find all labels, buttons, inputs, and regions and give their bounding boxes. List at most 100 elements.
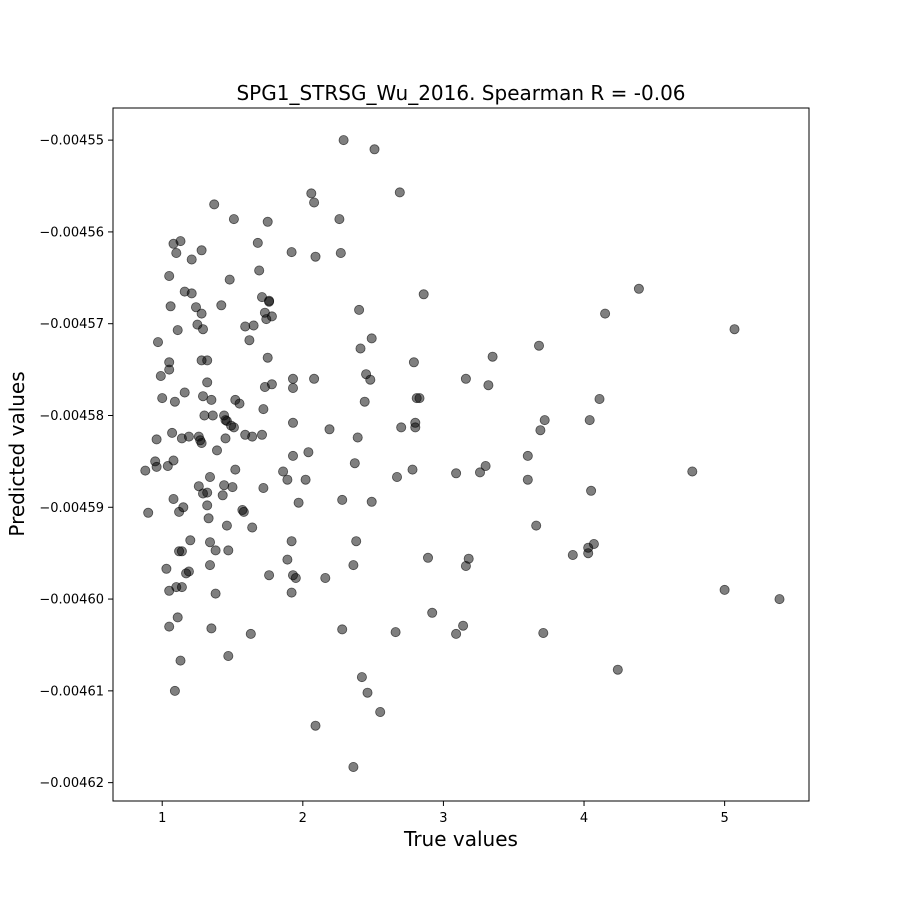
data-point <box>176 582 187 593</box>
data-point <box>729 324 740 335</box>
data-point <box>247 522 258 533</box>
data-point <box>206 394 217 405</box>
data-point <box>483 380 494 391</box>
chart-title: SPG1_STRSG_Wu_2016. Spearman R = -0.06 <box>236 81 685 105</box>
y-tick-label: −0.00459 <box>39 501 104 516</box>
data-point <box>202 500 213 511</box>
data-point <box>164 585 175 596</box>
data-point <box>258 404 269 415</box>
data-point <box>262 352 273 363</box>
data-point <box>422 552 433 563</box>
data-point <box>162 460 173 471</box>
data-point <box>286 536 297 547</box>
data-point <box>338 135 349 146</box>
data-point <box>171 247 182 258</box>
data-points <box>140 135 785 773</box>
data-point <box>410 422 421 433</box>
data-point <box>204 471 215 482</box>
data-point <box>186 288 197 299</box>
data-point <box>480 460 491 471</box>
data-point <box>202 355 213 366</box>
data-point <box>531 520 542 531</box>
data-point <box>224 274 235 285</box>
data-point <box>369 144 380 155</box>
data-point <box>209 199 220 210</box>
data-point <box>221 520 232 531</box>
data-point <box>418 289 429 300</box>
data-point <box>567 550 578 561</box>
data-point <box>359 396 370 407</box>
data-point <box>407 464 418 475</box>
data-point <box>161 563 172 574</box>
data-point <box>258 482 269 493</box>
data-point <box>282 554 293 565</box>
y-tick-label: −0.00461 <box>39 684 104 699</box>
data-point <box>199 410 210 421</box>
data-point <box>247 431 258 442</box>
data-point <box>179 387 190 398</box>
data-point <box>157 393 168 404</box>
x-tick-label: 1 <box>158 811 166 826</box>
data-point <box>287 382 298 393</box>
data-point <box>210 588 221 599</box>
data-point <box>219 480 230 491</box>
data-point <box>538 628 549 639</box>
data-point <box>196 437 207 448</box>
data-point <box>228 422 239 433</box>
data-point <box>534 340 545 351</box>
data-point <box>352 432 363 443</box>
data-point <box>474 467 485 478</box>
data-point <box>287 373 298 384</box>
data-point <box>167 427 178 438</box>
data-point <box>266 311 277 322</box>
data-point <box>320 573 331 584</box>
data-point <box>584 415 595 426</box>
data-point <box>337 494 348 505</box>
data-point <box>248 320 259 331</box>
data-point <box>349 458 360 469</box>
data-point <box>354 304 365 315</box>
data-point <box>204 560 215 571</box>
data-point <box>181 568 192 579</box>
data-point <box>391 471 402 482</box>
data-point <box>155 370 166 381</box>
data-point <box>324 424 335 435</box>
data-point <box>522 474 533 485</box>
x-tick-label: 3 <box>439 811 447 826</box>
data-point <box>287 450 298 461</box>
data-point <box>234 398 245 409</box>
data-point <box>356 672 367 683</box>
data-point <box>204 537 215 548</box>
data-point <box>176 546 187 557</box>
plot-area <box>112 107 810 802</box>
y-axis: −0.00455 −0.00456 −0.00457 −0.00458 −0.00459… <box>39 134 113 791</box>
y-tick-label: −0.00456 <box>39 225 104 240</box>
data-point <box>414 393 425 404</box>
data-point <box>169 685 180 696</box>
data-point <box>151 461 162 472</box>
data-point <box>286 587 297 598</box>
data-point <box>348 560 359 571</box>
data-point <box>460 561 471 572</box>
data-point <box>487 351 498 362</box>
data-point <box>334 214 345 225</box>
data-point <box>151 434 162 445</box>
data-point <box>293 497 304 508</box>
data-point <box>230 464 241 475</box>
data-point <box>396 422 407 433</box>
data-point <box>310 720 321 731</box>
data-point <box>458 620 469 631</box>
data-point <box>165 301 176 312</box>
data-point <box>197 391 208 402</box>
data-point <box>309 197 320 208</box>
data-point <box>594 393 605 404</box>
data-point <box>196 308 207 319</box>
data-point <box>365 374 376 385</box>
data-point <box>355 343 366 354</box>
x-tick-label: 4 <box>580 811 588 826</box>
data-point <box>174 506 185 517</box>
data-point <box>535 425 546 436</box>
data-point <box>164 364 175 375</box>
data-point <box>172 325 183 336</box>
